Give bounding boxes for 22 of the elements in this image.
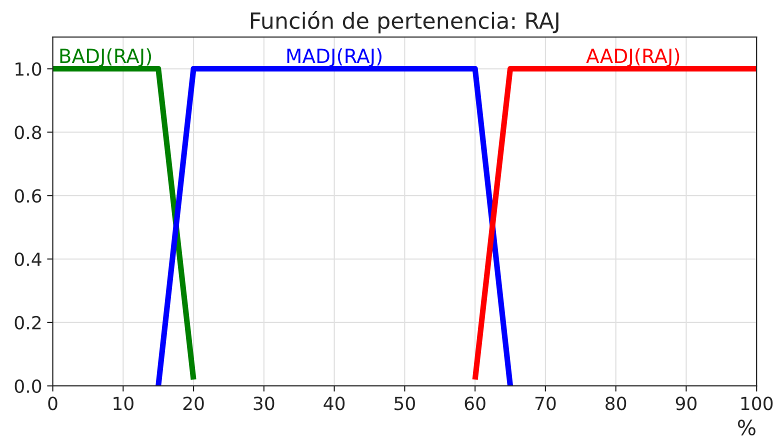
x-tick-label: 80 xyxy=(606,396,626,410)
x-tick-label: 20 xyxy=(183,396,204,410)
series-label: AADJ(RAJ) xyxy=(586,48,680,67)
chart-title: Función de pertenencia: RAJ xyxy=(251,10,558,34)
x-tick-label: 0 xyxy=(48,396,58,410)
x-tick-label: 10 xyxy=(114,396,134,410)
x-tick-label: 40 xyxy=(324,396,345,410)
series-label: MADJ(RAJ) xyxy=(287,48,382,67)
x-tick-label: 90 xyxy=(676,396,697,410)
y-tick-label: 0.2 xyxy=(14,316,41,330)
x-tick-label: 60 xyxy=(464,396,486,410)
x-axis-title: % xyxy=(738,420,756,436)
x-tick-label: 70 xyxy=(535,396,556,410)
y-tick-label: 0.4 xyxy=(14,252,42,266)
x-tick-label: 30 xyxy=(254,396,274,410)
y-tick-label: 0.6 xyxy=(14,189,42,203)
y-tick-label: 1.0 xyxy=(16,62,42,76)
x-tick-label: 50 xyxy=(394,396,415,410)
x-tick-label: 100 xyxy=(741,396,773,410)
y-tick-label: 0.8 xyxy=(14,126,42,140)
y-tick-label: 0.0 xyxy=(14,379,42,393)
series-label: BADJ(RAJ) xyxy=(60,48,152,67)
